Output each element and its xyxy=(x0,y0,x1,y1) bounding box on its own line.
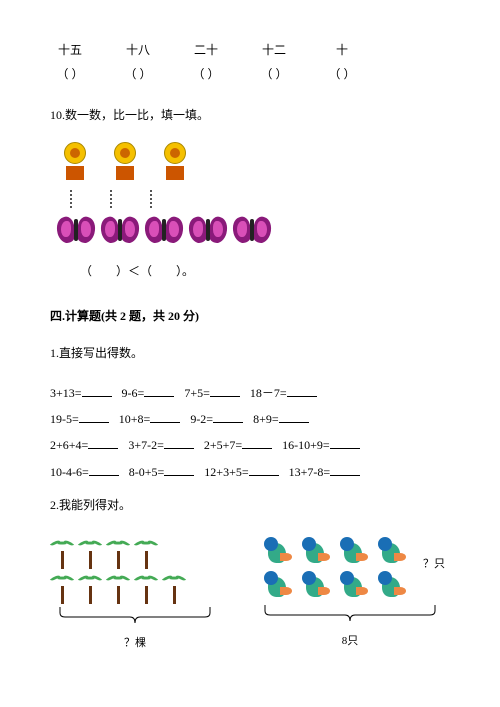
equation-line: 19-5= 10+8= 9-2= 8+9= xyxy=(50,406,450,432)
bracket: （ ） xyxy=(322,64,362,86)
parrot-total-label: 8只 xyxy=(260,632,440,652)
palm-row-2 xyxy=(50,570,220,602)
parrot-icon xyxy=(298,535,330,565)
num-15: 十五 xyxy=(50,40,90,62)
palm-caption: ？棵 xyxy=(50,634,220,654)
answer-blank[interactable] xyxy=(279,411,309,423)
palm-tree-icon xyxy=(106,535,130,567)
palm-tree-icon xyxy=(78,570,102,602)
palm-row-1 xyxy=(50,535,220,567)
parrot-icon xyxy=(298,569,330,599)
butterfly-icon xyxy=(231,214,273,249)
equation: 3+13= xyxy=(50,380,118,406)
answer-blank[interactable] xyxy=(210,385,240,397)
question-label: ？只 xyxy=(423,555,445,575)
dots-row xyxy=(70,190,450,208)
equation-line: 2+6+4= 3+7-2= 2+5+7= 16-10+9= xyxy=(50,432,450,458)
answer-blank[interactable] xyxy=(150,411,180,423)
bracket-under-icon xyxy=(50,605,220,625)
equation: 3+7-2= xyxy=(128,432,200,458)
bracket: （ ） xyxy=(50,64,90,86)
equation: 19-5= xyxy=(50,406,115,432)
num-12: 十二 xyxy=(254,40,294,62)
answer-blank[interactable] xyxy=(213,411,243,423)
num-10: 十 xyxy=(322,40,362,62)
chinese-numbers-row: 十五 十八 二十 十二 十 xyxy=(50,40,450,62)
bracket: （ ） xyxy=(186,64,226,86)
answer-blank[interactable] xyxy=(79,411,109,423)
equation-line: 3+13= 9-6= 7+5= 18－7= xyxy=(50,380,450,406)
answer-blank[interactable] xyxy=(330,464,360,476)
palm-tree-icon xyxy=(162,570,186,602)
parrot-icon xyxy=(260,535,292,565)
palm-tree-icon xyxy=(134,535,158,567)
palm-tree-icon xyxy=(78,535,102,567)
parrot-icon xyxy=(260,569,292,599)
num-18: 十八 xyxy=(118,40,158,62)
parrot-icon xyxy=(374,535,406,565)
flower-icon xyxy=(60,142,90,182)
equation: 16-10+9= xyxy=(282,432,366,458)
compare-expression: （ ）＜（ ）。 xyxy=(80,261,450,283)
answer-blank[interactable] xyxy=(144,385,174,397)
parrot-icon xyxy=(374,569,406,599)
bracket-row: （ ） （ ） （ ） （ ） （ ） xyxy=(50,64,450,86)
answer-blank[interactable] xyxy=(287,385,317,397)
answer-blank[interactable] xyxy=(164,464,194,476)
equation-line: 10-4-6= 8-0+5= 12+3+5= 13+7-8= xyxy=(50,459,450,485)
parrot-group: ？只 8只 xyxy=(260,535,440,654)
equation: 7+5= xyxy=(184,380,246,406)
parrot-row-1 xyxy=(260,535,440,565)
equation: 9-2= xyxy=(190,406,249,432)
butterfly-icon xyxy=(187,214,229,249)
bracket-under-icon xyxy=(260,603,440,623)
palm-tree-icon xyxy=(50,535,74,567)
answer-blank[interactable] xyxy=(249,464,279,476)
butterfly-icon xyxy=(55,214,97,249)
equation: 13+7-8= xyxy=(289,459,367,485)
palm-tree-group: ？棵 xyxy=(50,535,220,654)
equation: 10+8= xyxy=(119,406,187,432)
answer-blank[interactable] xyxy=(82,385,112,397)
answer-blank[interactable] xyxy=(242,437,272,449)
equation: 9-6= xyxy=(122,380,181,406)
equation: 10-4-6= xyxy=(50,459,125,485)
palm-tree-icon xyxy=(134,570,158,602)
flower-icon xyxy=(160,142,190,182)
pictures-row: ？棵 ？只 8只 xyxy=(50,535,450,654)
butterflies-row xyxy=(55,214,450,249)
palm-tree-icon xyxy=(50,570,74,602)
butterfly-icon xyxy=(99,214,141,249)
answer-blank[interactable] xyxy=(164,437,194,449)
equation: 18－7= xyxy=(250,380,323,406)
equation: 8+9= xyxy=(253,406,315,432)
sub1-label: 1.直接写出得数。 xyxy=(50,343,450,365)
butterfly-icon xyxy=(143,214,185,249)
equation: 2+5+7= xyxy=(204,432,278,458)
flower-icon xyxy=(110,142,140,182)
equation: 12+3+5= xyxy=(204,459,284,485)
parrot-icon xyxy=(336,569,368,599)
sub2-label: 2.我能列得对。 xyxy=(50,495,450,517)
answer-blank[interactable] xyxy=(330,437,360,449)
parrot-icon xyxy=(336,535,368,565)
equation: 2+6+4= xyxy=(50,432,124,458)
answer-blank[interactable] xyxy=(88,437,118,449)
bracket: （ ） xyxy=(254,64,294,86)
equation: 8-0+5= xyxy=(129,459,201,485)
answer-blank[interactable] xyxy=(89,464,119,476)
flowers-row xyxy=(60,142,450,182)
bracket: （ ） xyxy=(118,64,158,86)
equations-block: 3+13= 9-6= 7+5= 18－7= 19-5= 10+8= 9-2= 8… xyxy=(50,380,450,486)
palm-tree-icon xyxy=(106,570,130,602)
num-20: 二十 xyxy=(186,40,226,62)
section-4-heading: 四.计算题(共 2 题，共 20 分) xyxy=(50,306,450,328)
parrot-row-2 xyxy=(260,569,440,599)
q10-prompt: 10.数一数，比一比，填一填。 xyxy=(50,105,450,127)
